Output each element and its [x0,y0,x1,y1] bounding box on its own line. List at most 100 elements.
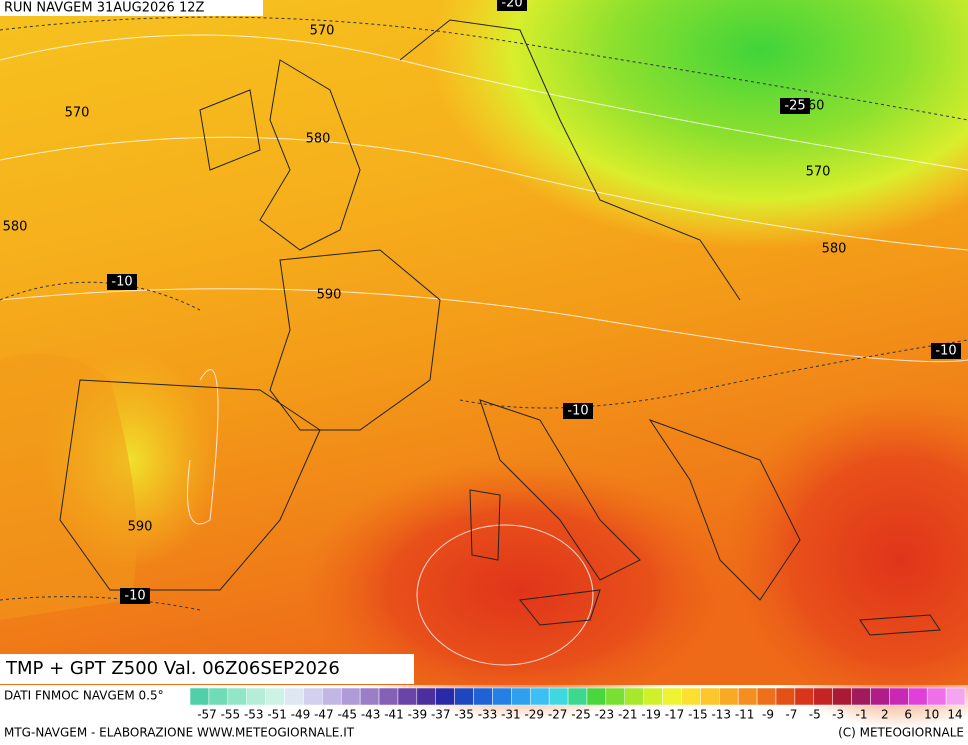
colorbar-label: 14 [947,708,962,722]
contour-labels: 570570580560570580580590590-20-25-10-10-… [3,0,961,604]
colorbar-label: -3 [832,708,844,722]
colorbar-swatch [662,687,682,706]
colorbar-swatch [832,687,852,706]
height-label: 580 [822,242,847,257]
colorbar-swatch [227,687,247,706]
temp-label: -10 [567,404,588,419]
colorbar-swatch [813,687,833,706]
temp-label-box [931,343,961,359]
colorbar-swatch [322,687,342,706]
colorbar-swatch [265,687,285,706]
title-box [0,654,414,684]
colorbar-label: -33 [478,708,498,722]
colorbar-swatch [700,687,720,706]
colorbar-label: -11 [735,708,755,722]
height-label: 570 [310,24,335,39]
footer-left: MTG-NAVGEM - ELABORAZIONE WWW.METEOGIORN… [4,726,355,740]
colorbar-swatch [567,687,588,706]
colorbar-label: -49 [291,708,311,722]
colorbar-label: -23 [595,708,615,722]
colorbar-label: -37 [431,708,451,722]
colorbar-swatch [492,687,512,706]
temp-label-box [780,98,810,114]
temp-label: -10 [124,589,145,604]
colorbar-swatch [473,687,493,706]
colorbar-swatch [926,687,947,706]
colorbar-label: -9 [762,708,774,722]
height-label: 590 [317,288,342,303]
colorbar-swatch [889,687,909,706]
colorbar-swatch [511,687,531,706]
colorbar-swatch [208,687,229,706]
temp-label-box [107,274,137,290]
colorbar-swatch [870,687,890,706]
colorbar-label: -31 [501,708,521,722]
colorbar-label: -57 [197,708,217,722]
colorbar-label: -43 [361,708,381,722]
map-background [0,0,968,730]
colorbar-swatch [737,687,758,706]
run-label: RUN NAVGEM 31AUG2026 12Z [4,1,205,16]
colorbar-label: 2 [881,708,889,722]
colorbar-swatch [548,687,569,706]
colorbar-label: -29 [524,708,544,722]
colorbar-label: -5 [809,708,821,722]
height-label: 570 [65,106,90,121]
temp-label-box [497,0,527,11]
colorbar-label: -25 [571,708,591,722]
colorbar-swatch [189,687,210,706]
colorbar-label: -27 [548,708,568,722]
colorbar-label: -35 [454,708,474,722]
colorbar-swatch [435,687,455,706]
colorbar-label: -47 [314,708,334,722]
temp-label: -10 [111,275,132,290]
colorbar-label: -45 [337,708,357,722]
colorbar-swatch [378,687,399,706]
colorbar-label: -13 [711,708,731,722]
colorbar-swatch [246,687,266,706]
colorbar-label: -1 [856,708,868,722]
colorbar-swatch [454,687,474,706]
colorbar-swatch [624,687,644,706]
colorbar-swatch [359,687,380,706]
height-label: 580 [3,220,28,235]
colorbar-label: -41 [384,708,404,722]
colorbar-swatch [775,687,796,706]
colorbar-swatch [643,687,663,706]
temp-label: -20 [501,0,522,11]
colorbar-label: -19 [641,708,661,722]
colorbar-swatch [756,687,777,706]
temp-label-box [120,588,150,604]
temp-label: -10 [935,344,956,359]
colorbar-label: 6 [904,708,912,722]
height-label: 580 [306,132,331,147]
temp-contours [0,16,968,611]
temp-label: -25 [784,99,805,114]
temp-label-box [563,403,593,419]
colorbar-swatch [605,687,626,706]
colorbar-label: -7 [785,708,797,722]
colorbar-label: -39 [408,708,428,722]
colorbar-swatch [719,687,739,706]
colorbar: -57 -55 -53 -51 -49 -47 -45 -43 -41 -39 -37 -35 -33-… [189,687,966,722]
colorbar-label: 10 [924,708,939,722]
colorbar-swatch [303,687,323,706]
contours [0,34,968,666]
colorbar-label: -21 [618,708,638,722]
colorbar-label: -17 [665,708,685,722]
colorbar-swatch [908,687,928,706]
map-title: TMP + GPT Z500 Val. 06Z06SEP2026 [5,658,340,679]
colorbar-swatch [529,687,550,706]
colorbar-swatch [586,687,607,706]
colorbar-swatch [945,687,966,706]
colorbar-source: DATI FNMOC NAVGEM 0.5° [4,689,164,703]
colorbar-swatch [416,687,436,706]
colorbar-swatch [794,687,815,706]
colorbar-label: -53 [244,708,264,722]
colorbar-label: -15 [688,708,708,722]
colorbar-swatch [284,687,304,706]
colorbar-swatch [340,687,361,706]
colorbar-swatch [851,687,871,706]
